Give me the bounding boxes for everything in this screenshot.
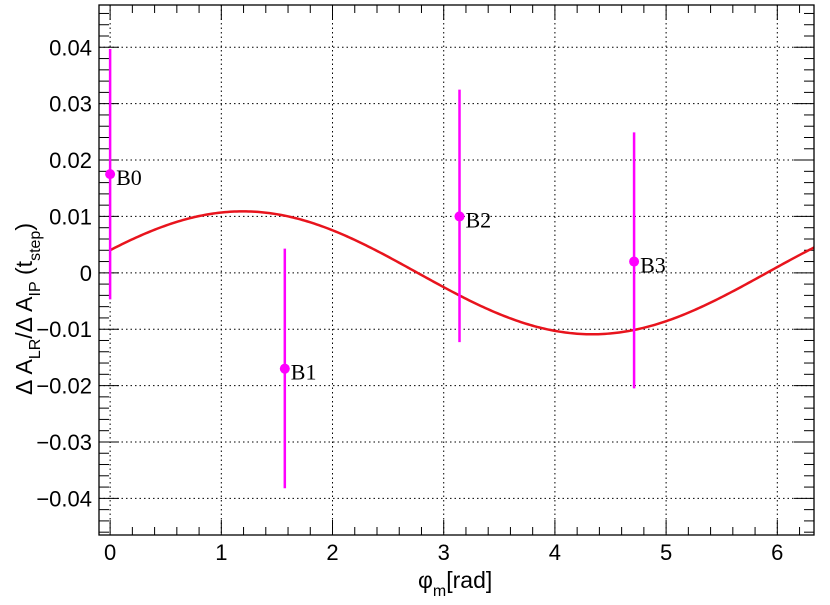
fit-curve — [109, 210, 815, 336]
x-tick-label: 5 — [660, 540, 672, 565]
y-tick-label: −0.02 — [36, 374, 92, 399]
data-point — [105, 169, 116, 180]
x-axis-title: φm[rad] — [418, 567, 492, 600]
y-tick-label: −0.04 — [36, 486, 92, 511]
y-axis-title: Δ ALR/Δ AIP (tstep) — [11, 223, 44, 395]
y-tick-label: 0.02 — [49, 148, 92, 173]
point-label: B1 — [291, 360, 317, 385]
y-tick-label: 0.04 — [49, 35, 92, 60]
y-tick-label: 0 — [80, 261, 92, 286]
y-tick-label: 0.03 — [49, 92, 92, 117]
y-tick-label: −0.01 — [36, 317, 92, 342]
y-tick-label: 0.01 — [49, 204, 92, 229]
x-tick-labels: 0 1 2 3 4 5 6 — [104, 540, 783, 565]
y-tick-label: −0.03 — [36, 430, 92, 455]
plot-frame — [98, 4, 815, 536]
point-label: B3 — [640, 253, 666, 278]
point-label: B2 — [466, 207, 492, 232]
x-tick-label: 2 — [326, 540, 338, 565]
x-tick-label: 3 — [438, 540, 450, 565]
data-point — [454, 211, 465, 222]
x-tick-label: 4 — [549, 540, 561, 565]
y-tick-labels: −0.04 −0.03 −0.02 −0.01 0 0.01 0.02 0.03 0.04 — [36, 35, 92, 511]
x-tick-label: 0 — [104, 540, 116, 565]
point-label: B0 — [116, 165, 142, 190]
x-tick-label: 6 — [771, 540, 783, 565]
data-points: B0 B1 B2 B3 — [105, 48, 666, 489]
grid-lines — [99, 5, 814, 535]
data-point — [279, 363, 290, 374]
axis-ticks — [99, 5, 814, 535]
data-point — [629, 256, 640, 267]
x-tick-label: 1 — [215, 540, 227, 565]
